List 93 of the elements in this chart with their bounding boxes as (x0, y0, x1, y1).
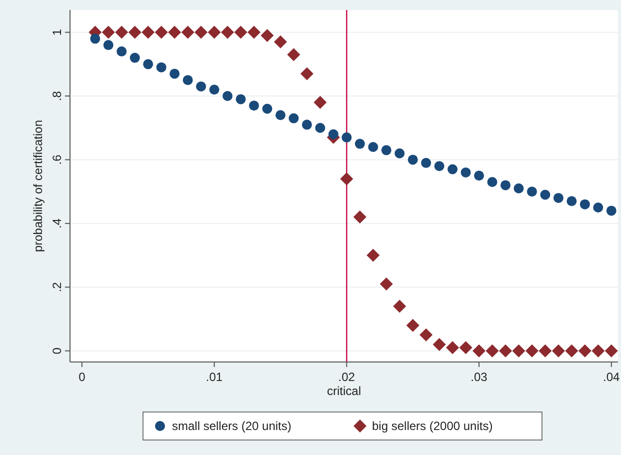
point (432, 338, 446, 351)
point (512, 344, 526, 358)
point (604, 344, 618, 358)
point (472, 344, 486, 358)
point (314, 96, 327, 109)
point (553, 192, 564, 203)
point (474, 170, 484, 181)
y-tick-label: .2 (50, 282, 64, 292)
point (393, 300, 406, 313)
point (540, 190, 550, 200)
point (408, 154, 418, 165)
point (181, 26, 194, 39)
y-axis-title: probability of certification (31, 120, 45, 252)
x-tick-label: .03 (470, 370, 488, 384)
y-tick-label: .6 (50, 154, 64, 165)
point (525, 344, 538, 358)
point (514, 183, 524, 194)
point (446, 341, 460, 354)
point (236, 94, 246, 104)
point (209, 84, 220, 95)
point (288, 113, 299, 124)
point (578, 344, 592, 358)
point (500, 180, 510, 190)
point (487, 177, 498, 188)
point (168, 26, 182, 39)
point (552, 344, 565, 358)
y-tick-label: .8 (50, 90, 64, 102)
point (566, 196, 577, 206)
point (328, 129, 338, 140)
point (353, 210, 366, 224)
x-tick-label: .02 (338, 370, 356, 384)
point (221, 26, 234, 39)
point (538, 344, 552, 358)
point (222, 91, 233, 102)
point (340, 172, 354, 186)
point (130, 52, 140, 63)
y-tick-label: .4 (50, 218, 64, 228)
point (260, 28, 274, 42)
point (142, 26, 155, 39)
point (154, 26, 168, 39)
point (526, 186, 537, 197)
point (302, 120, 312, 130)
point (247, 26, 260, 39)
point (380, 277, 393, 290)
legend-label: small sellers (20 units) (172, 419, 292, 433)
x-tick-label: .01 (206, 370, 223, 384)
point (300, 67, 314, 80)
point (592, 344, 605, 358)
point (421, 158, 432, 168)
point (116, 46, 127, 56)
point (434, 161, 444, 172)
point (368, 142, 378, 152)
point (354, 138, 365, 149)
point (606, 206, 616, 216)
point (486, 344, 499, 358)
point (420, 328, 433, 342)
point (234, 26, 248, 39)
point (381, 145, 392, 156)
point (182, 75, 193, 86)
point (156, 62, 166, 72)
point (580, 199, 590, 210)
legend-label: big sellers (2000 units) (372, 419, 493, 433)
point (366, 248, 380, 262)
point (406, 318, 420, 332)
point (248, 100, 259, 111)
point (459, 341, 472, 354)
point (448, 164, 458, 174)
point (170, 68, 180, 79)
point (115, 26, 128, 39)
point (90, 34, 100, 44)
point (262, 104, 272, 114)
y-tick-label: 0 (50, 347, 64, 354)
point (342, 132, 352, 142)
x-tick-label: 0 (78, 370, 86, 384)
point (194, 26, 208, 39)
y-tick-label: 1 (50, 28, 64, 36)
point (196, 81, 206, 92)
point (593, 202, 604, 212)
point (143, 59, 154, 70)
point (394, 148, 405, 158)
point (287, 48, 300, 62)
point (208, 26, 221, 39)
point (498, 344, 512, 358)
point (275, 110, 286, 120)
point (460, 167, 471, 178)
x-axis-title: critical (326, 384, 362, 398)
point (274, 35, 287, 48)
point (103, 40, 114, 50)
point (565, 344, 578, 358)
point (315, 122, 326, 133)
point (128, 26, 142, 39)
point (102, 26, 115, 39)
x-tick-label: .04 (603, 370, 620, 384)
